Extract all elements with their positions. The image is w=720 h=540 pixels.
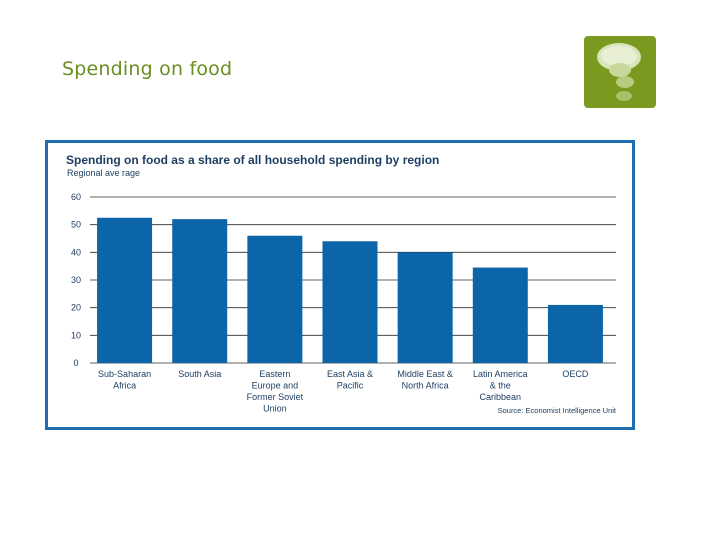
y-tick-label: 60 — [71, 192, 81, 202]
bar — [97, 217, 153, 363]
x-category-label: Middle East & — [397, 369, 453, 379]
x-category-label: & the — [490, 381, 511, 391]
x-category-label: Europe and — [252, 381, 299, 391]
logo — [584, 36, 656, 108]
x-category-label: Pacific — [337, 381, 364, 391]
x-category-label: Latin America — [473, 369, 528, 379]
slide-title: Spending on food — [62, 58, 233, 80]
y-tick-label: 40 — [71, 247, 81, 257]
bar — [547, 304, 603, 363]
x-category-label: Africa — [113, 381, 136, 391]
bar — [397, 252, 453, 363]
y-tick-label: 50 — [71, 220, 81, 230]
x-category-label: Sub-Saharan — [98, 369, 151, 379]
chart-frame: Spending on food as a share of all house… — [45, 140, 635, 430]
y-tick-label: 20 — [71, 303, 81, 313]
bar — [322, 241, 378, 363]
speech-bubble-icon — [597, 43, 641, 101]
x-category-label: OECD — [562, 369, 589, 379]
x-category-label: Caribbean — [480, 392, 522, 402]
x-category-label: Former Soviet — [247, 392, 304, 402]
chart-source: Source: Economist Intelligence Unit — [498, 406, 617, 415]
x-category-label: Eastern — [259, 369, 290, 379]
x-category-label: North Africa — [402, 381, 449, 391]
bar — [172, 219, 228, 363]
x-category-label: Union — [263, 404, 287, 414]
x-category-label: South Asia — [178, 369, 221, 379]
y-tick-label: 10 — [71, 330, 81, 340]
bar — [247, 235, 303, 363]
chart-title: Spending on food as a share of all house… — [66, 153, 439, 167]
y-tick-label: 0 — [73, 358, 78, 368]
bar — [472, 267, 528, 363]
chart-subtitle: Regional ave rage — [67, 168, 140, 178]
y-tick-label: 30 — [71, 275, 81, 285]
bar-chart: Spending on food as a share of all house… — [66, 153, 617, 415]
x-category-label: East Asia & — [327, 369, 373, 379]
